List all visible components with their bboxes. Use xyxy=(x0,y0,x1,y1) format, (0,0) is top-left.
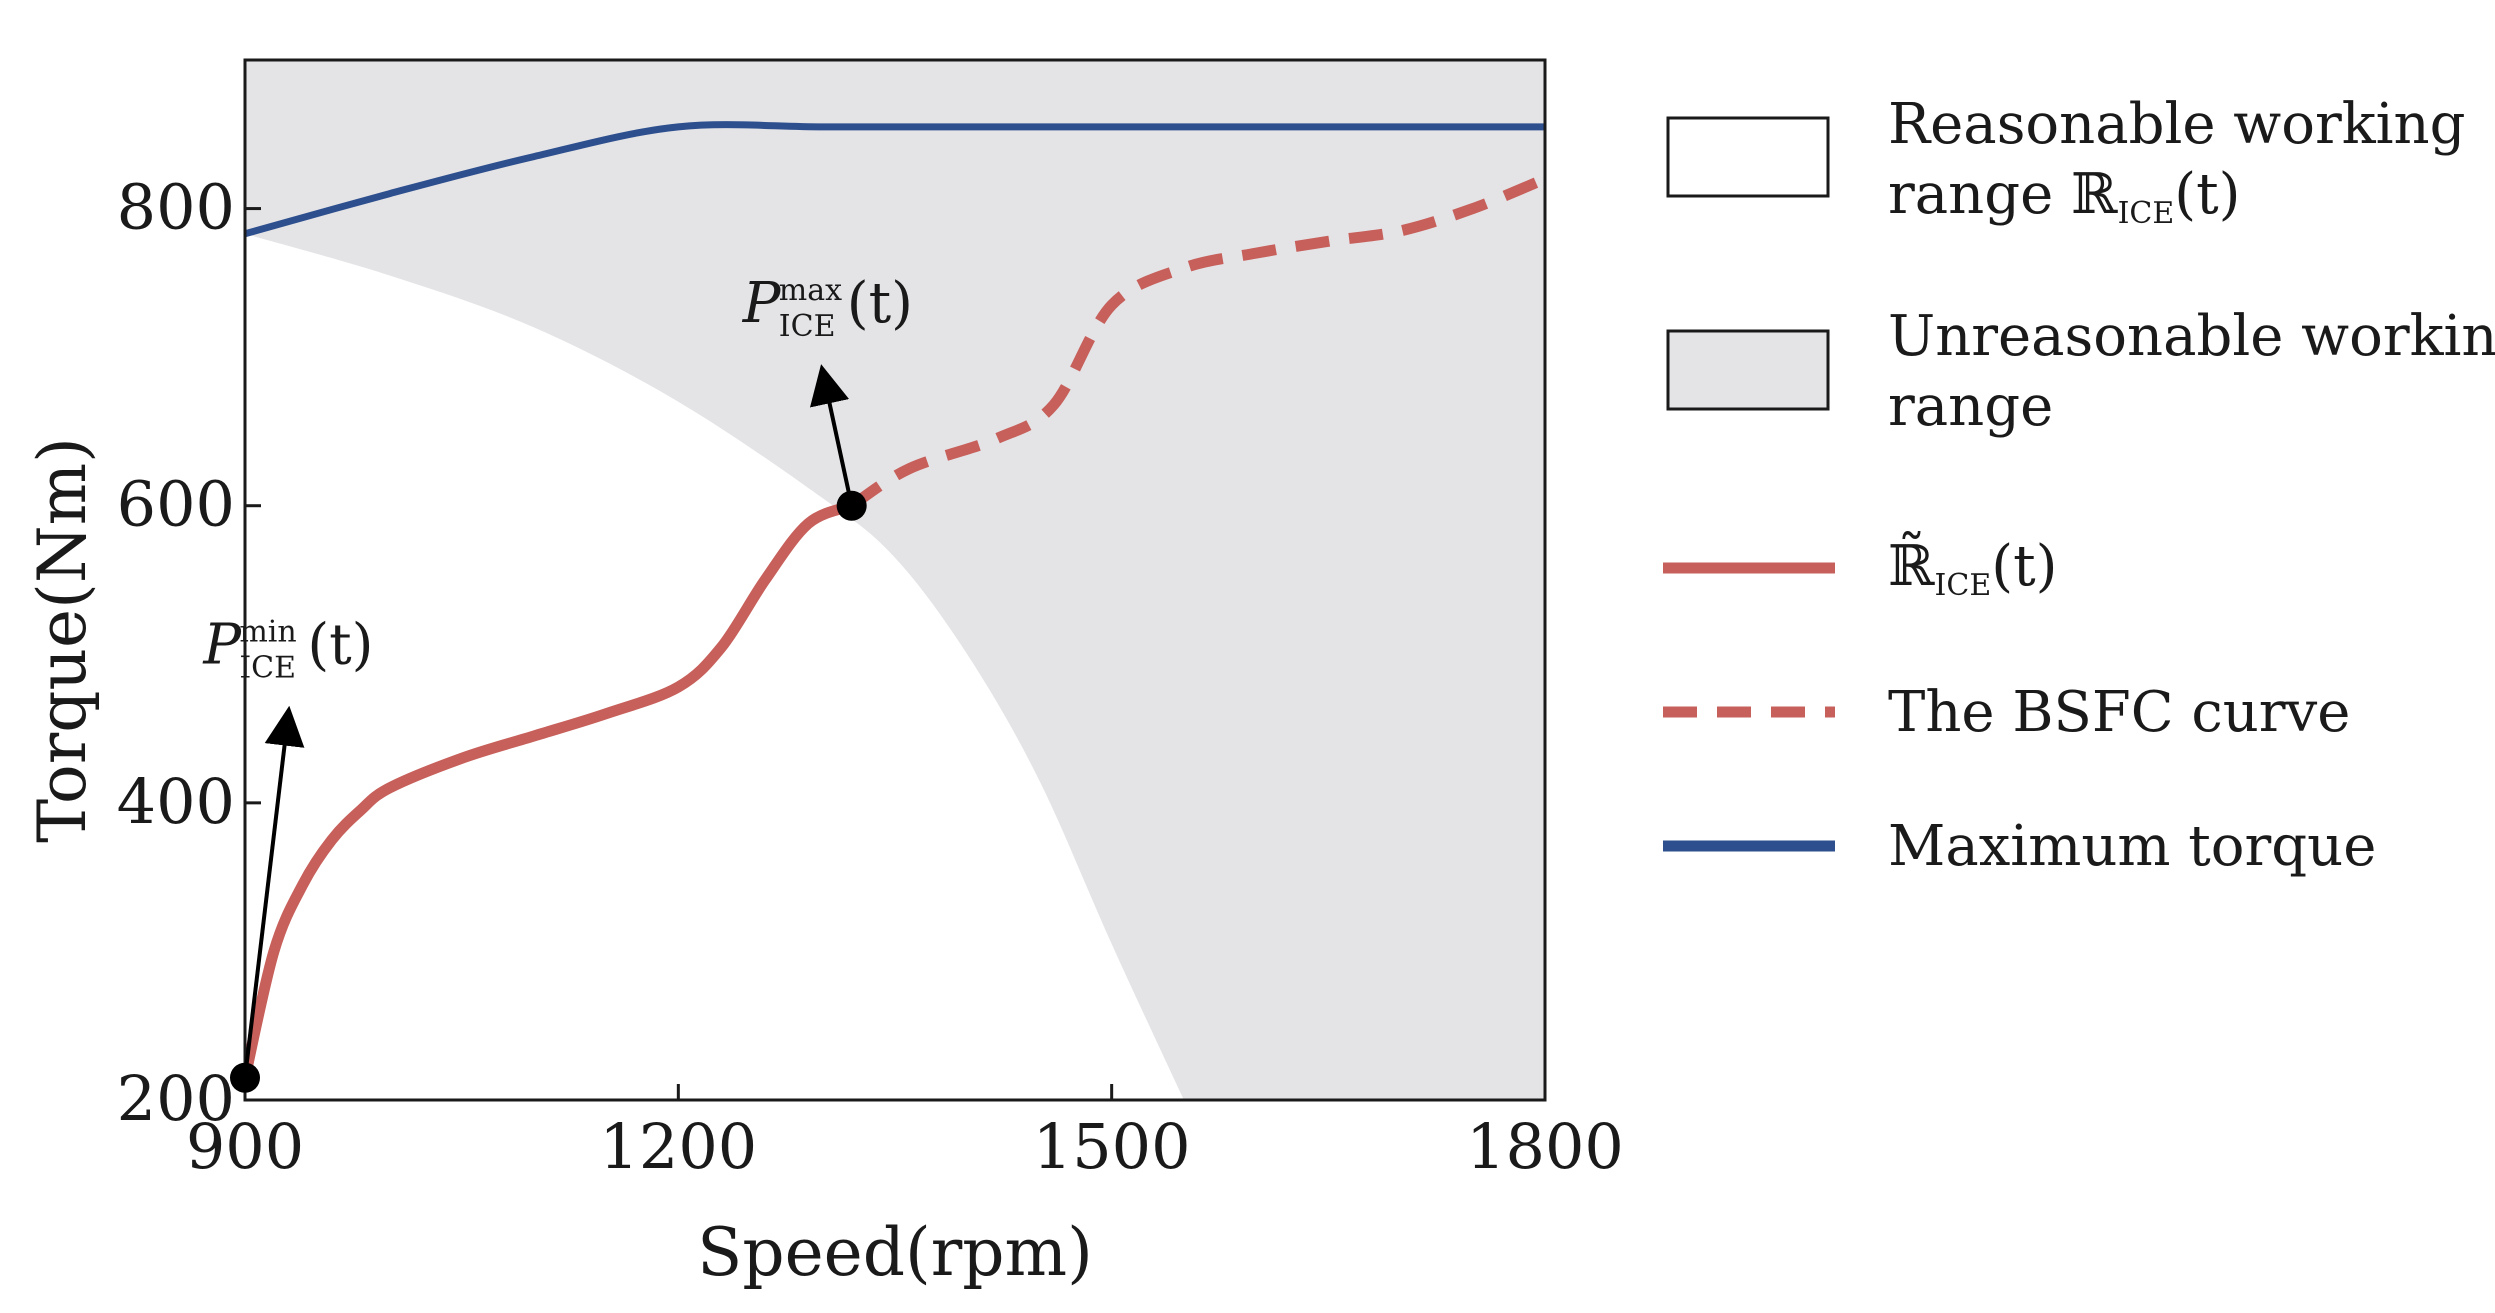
legend-label-bsfc: The BSFC curve xyxy=(1888,680,2350,745)
x-tick-label: 1500 xyxy=(1033,1110,1191,1183)
annotation-sub: ICE xyxy=(239,651,296,686)
x-axis: 900 1200 1500 1800 xyxy=(186,1084,1624,1183)
legend-label-max-torque: Maximum torque xyxy=(1888,814,2376,879)
annotation-tail: (t) xyxy=(847,271,913,336)
y-tick-label: 200 xyxy=(117,1062,235,1135)
annotation-tail: (t) xyxy=(307,613,373,678)
annotation-p-max-label: Pmax ICE (t) xyxy=(742,271,913,344)
legend: Reasonable working range ℝICE(t) Unreaso… xyxy=(1663,92,2495,879)
plot-frame xyxy=(243,58,1547,1102)
y-tick-label: 800 xyxy=(117,171,235,244)
legend-label-unreasonable-line2: range xyxy=(1888,374,2053,439)
y-tick-label: 600 xyxy=(117,468,235,541)
x-tick-label: 1200 xyxy=(599,1110,757,1183)
y-axis: 200 400 600 800 xyxy=(117,171,261,1135)
series-bsfc xyxy=(848,173,1545,511)
arrow-p-min-label xyxy=(243,705,305,1078)
annotation-p-min-label: Pmin ICE (t) xyxy=(202,613,373,686)
arrow-p-max-label xyxy=(809,364,854,507)
x-axis-title: Speed(rpm) xyxy=(697,1214,1093,1291)
x-tick-label: 1800 xyxy=(1466,1110,1624,1183)
legend-label-reasonable-sub: ICE xyxy=(2118,196,2175,231)
reasonable-region xyxy=(245,233,1184,1100)
legend-label-feasible: ℝ̃ICE(t) xyxy=(1888,531,2057,603)
plot-area xyxy=(243,58,1547,1102)
legend-swatch-reasonable xyxy=(1666,116,1830,198)
series-max-torque xyxy=(245,121,1545,238)
annotation-sup: min xyxy=(239,615,296,650)
legend-label-reasonable-line1: Reasonable working xyxy=(1888,92,2465,157)
series-feasible xyxy=(245,500,854,1079)
legend-label-feasible-main: ℝ̃ xyxy=(1888,531,1936,599)
legend-label-reasonable-main: range ℝ xyxy=(1888,162,2119,227)
y-axis-title: Torque(Nm) xyxy=(24,437,101,843)
legend-label-reasonable-line2: range ℝICE(t) xyxy=(1888,162,2240,231)
annotation-main: P xyxy=(202,613,242,678)
annotation-main: P xyxy=(742,271,782,336)
point-p-min xyxy=(230,1062,260,1093)
legend-label-unreasonable-line1: Unreasonable working xyxy=(1888,304,2495,369)
legend-swatch-unreasonable xyxy=(1666,329,1830,411)
y-tick-label: 400 xyxy=(117,765,235,838)
annotation-sub: ICE xyxy=(779,309,836,344)
legend-label-feasible-sub: ICE xyxy=(1935,568,1992,603)
point-p-max xyxy=(836,490,867,521)
legend-label-reasonable-tail: (t) xyxy=(2174,162,2240,227)
legend-label-feasible-tail: (t) xyxy=(1991,534,2057,599)
annotation-sup: max xyxy=(779,273,842,308)
x-tick-label: 900 xyxy=(186,1110,304,1183)
